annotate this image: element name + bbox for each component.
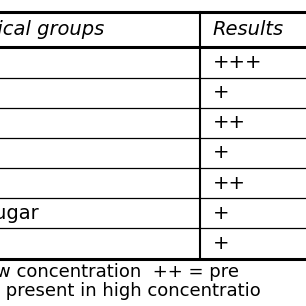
Text: +: + bbox=[213, 204, 229, 223]
Text: +: + bbox=[213, 83, 229, 102]
Text: ++: ++ bbox=[213, 174, 246, 193]
Text: ow concentration  ++ = pre: ow concentration ++ = pre bbox=[0, 263, 239, 281]
Text: Results: Results bbox=[213, 20, 284, 39]
Text: .s: .s bbox=[0, 83, 1, 102]
Text: = present in high concentratio: = present in high concentratio bbox=[0, 282, 260, 300]
Text: +: + bbox=[213, 144, 229, 162]
Text: +++: +++ bbox=[213, 53, 262, 72]
Text: ++: ++ bbox=[213, 113, 246, 132]
Text: +: + bbox=[213, 234, 229, 253]
Text: .s: .s bbox=[0, 174, 1, 193]
Text: nical groups: nical groups bbox=[0, 20, 104, 39]
Text: sugar: sugar bbox=[0, 204, 39, 223]
